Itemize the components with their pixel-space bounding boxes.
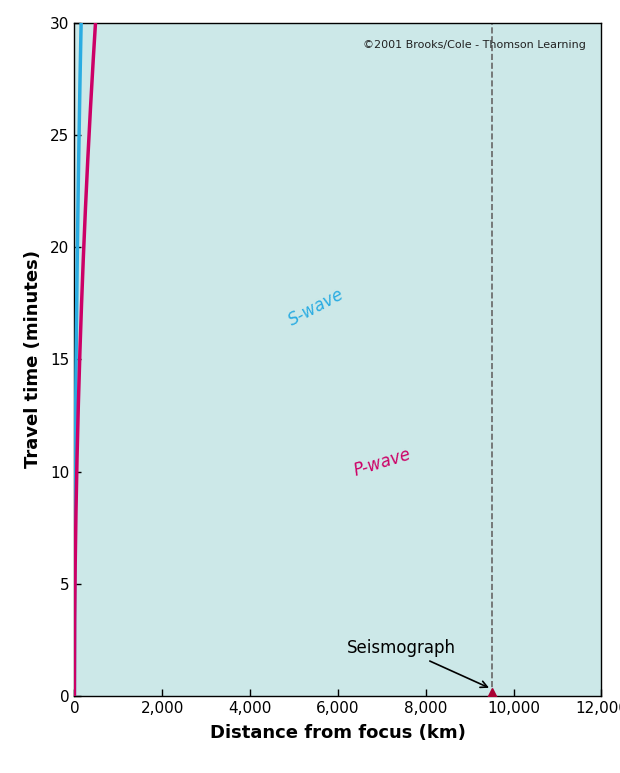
X-axis label: Distance from focus (km): Distance from focus (km) (210, 724, 466, 742)
Text: S-wave: S-wave (285, 285, 347, 330)
Y-axis label: Travel time (minutes): Travel time (minutes) (24, 250, 42, 468)
Text: Seismograph: Seismograph (347, 639, 487, 687)
Text: ©2001 Brooks/Cole - Thomson Learning: ©2001 Brooks/Cole - Thomson Learning (363, 40, 585, 50)
Text: P-wave: P-wave (351, 445, 413, 480)
